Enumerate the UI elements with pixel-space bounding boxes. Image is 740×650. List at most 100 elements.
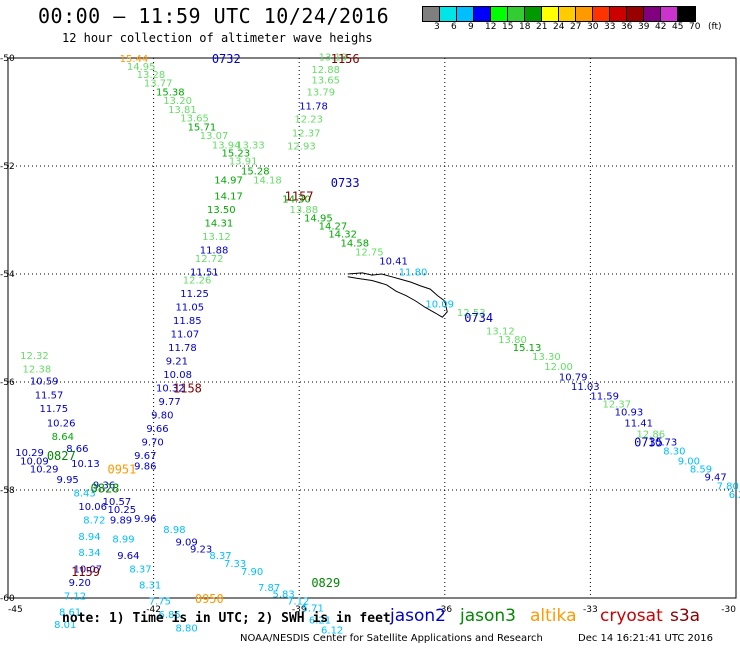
legend-s3a: s3a [670, 606, 701, 626]
swh-value: 8.31 [139, 581, 161, 592]
colorbar-label: 33 [604, 22, 616, 32]
colorbar-swatch [678, 7, 695, 21]
south-georgia-coastline [347, 272, 448, 318]
swh-value: 10.59 [30, 376, 59, 387]
swh-value: 13.28 [137, 70, 166, 81]
swh-value: 8.01 [54, 620, 76, 631]
colorbar-label: 6 [451, 22, 457, 32]
swh-value: 7.12 [287, 597, 309, 608]
swh-value: 13.65 [311, 76, 340, 87]
swh-value: 14.97 [214, 176, 243, 187]
legend-altika: altika [530, 606, 577, 626]
pass-time-label: 0950 [195, 592, 224, 606]
pass-time-label: 0733 [331, 176, 360, 190]
y-tick-label: -50 [0, 54, 15, 64]
swh-value: 6.21 [309, 616, 331, 627]
swh-value: 13.65 [180, 113, 209, 124]
colorbar-label: 42 [655, 22, 667, 32]
swh-value: 12.53 [457, 308, 486, 319]
swh-value: 12.23 [294, 114, 323, 125]
swh-value: 13.88 [289, 205, 318, 216]
swh-value: 9.80 [151, 410, 173, 421]
pass-time-label: 1156 [331, 52, 360, 66]
pass-time-label: 0951 [107, 462, 136, 476]
swh-value: 10.25 [107, 505, 136, 516]
pass-time-label: 0734 [464, 311, 493, 325]
swh-value: 12.26 [183, 275, 212, 286]
swh-value: 9.23 [190, 544, 212, 555]
swh-value: 8.66 [66, 444, 88, 455]
legend-jason3: jason3 [460, 606, 516, 626]
swh-value: 10.93 [615, 408, 644, 419]
colorbar-swatch [491, 7, 508, 21]
swh-value: 8.72 [83, 516, 105, 527]
colorbar-label: 24 [553, 22, 565, 32]
swh-value: 8.94 [78, 532, 100, 543]
colorbar-swatch [423, 7, 440, 21]
colorbar-label: 45 [672, 22, 684, 32]
colorbar-label: 12 [485, 22, 497, 32]
colorbar-label: 27 [570, 22, 582, 32]
swh-value: 14.30 [282, 194, 311, 205]
colorbar-swatch [457, 7, 474, 21]
pass-time-label: 0829 [311, 576, 340, 590]
swh-value: 10.32 [156, 383, 185, 394]
swh-value: 9.67 [134, 451, 156, 462]
swh-value: 10.57 [103, 497, 132, 508]
pass-time-label: 0827 [47, 449, 76, 463]
y-tick-label: -60 [0, 594, 15, 604]
lat-lon-grid [7, 57, 737, 599]
colorbar-swatch [508, 7, 525, 21]
swh-value: 13.50 [207, 205, 236, 216]
swh-value: 10.29 [30, 464, 59, 475]
pass-time-label: 1159 [71, 565, 100, 579]
swh-value: 15.71 [188, 123, 217, 134]
swh-value: 11.57 [35, 390, 64, 401]
swh-value: 11.78 [168, 343, 197, 354]
swh-value: 13.12 [486, 327, 515, 338]
pass-time-label: 0735 [634, 435, 663, 449]
colorbar-swatch [559, 7, 576, 21]
swh-value: 13.91 [229, 157, 258, 168]
swh-value: 8.61 [59, 608, 81, 619]
colorbar-swatch [576, 7, 593, 21]
coastline [347, 272, 448, 318]
swh-value: 9.47 [704, 473, 726, 484]
swh-value: 12.93 [287, 141, 316, 152]
colorbar-swatch [627, 7, 644, 21]
axis-ticks: -45 -42 -39 -36 -33 -30 -50 -52 -54 -56 -58 -60 [0, 54, 736, 615]
swh-value: 10.29 [15, 448, 44, 459]
swh-value: 15.38 [156, 87, 185, 98]
legend-cryosat: cryosat [600, 606, 663, 626]
swh-value: 13.80 [498, 335, 527, 346]
swh-value: 7.87 [258, 583, 280, 594]
swh-value: 12.32 [20, 351, 49, 362]
x-tick-label: -30 [721, 605, 736, 615]
colorbar-label: 39 [638, 22, 650, 32]
x-tick-label: -36 [437, 605, 452, 615]
swh-value: 6.12 [321, 625, 343, 636]
swh-value: 10.79 [559, 373, 588, 384]
pass-time-label: 0732 [212, 52, 241, 66]
swh-value: 8.30 [663, 447, 685, 458]
swh-value: 9.20 [69, 578, 91, 589]
swh-value: 11.80 [399, 267, 428, 278]
colorbar-swatch [525, 7, 542, 21]
swh-value: 15.28 [241, 166, 270, 177]
swh-value: 8.59 [690, 464, 712, 475]
swh-value: 10.41 [379, 257, 408, 268]
swh-value: 13.07 [200, 131, 229, 142]
swh-value: 11.05 [175, 302, 204, 313]
colorbar-label: 30 [587, 22, 599, 32]
swh-value: 12.00 [544, 362, 573, 373]
colorbar-label: 9 [468, 22, 474, 32]
swh-value: 5.83 [273, 590, 295, 601]
swh-value: 9.86 [134, 462, 156, 473]
swh-value: 13.81 [168, 105, 197, 116]
swh-value: 11.75 [40, 404, 69, 415]
swh-value: 11.41 [624, 419, 653, 430]
swh-value: 8.98 [163, 525, 185, 536]
colorbar-label: (ft) [708, 22, 722, 32]
swh-value: 7.33 [224, 559, 246, 570]
swh-value: 13.79 [306, 87, 335, 98]
